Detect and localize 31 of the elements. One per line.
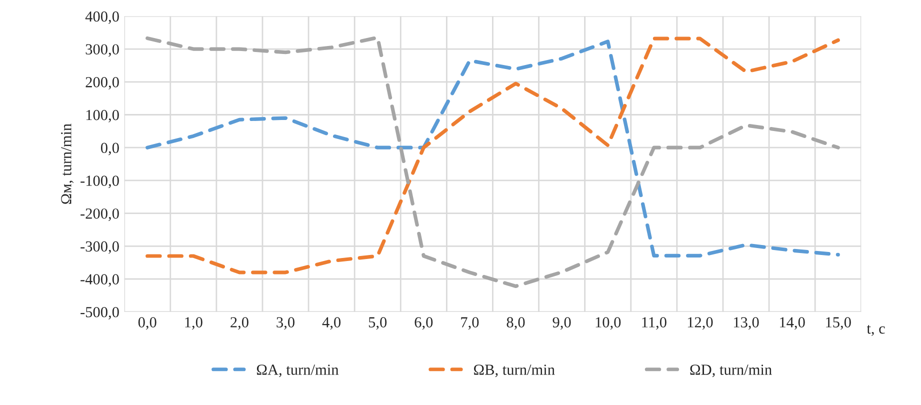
x-tick-label: 10,0 <box>596 317 621 330</box>
x-tick-label: 11,0 <box>642 317 666 330</box>
y-tick-label: -400,0 <box>80 274 119 287</box>
legend-label: ΩD, turn/min <box>690 364 772 378</box>
y-tick-label: -100,0 <box>80 176 119 188</box>
y-tick-label: 200,0 <box>86 77 119 90</box>
y-tick-label: -500,0 <box>80 306 119 320</box>
x-tick-label: 2,0 <box>230 317 248 330</box>
x-tick-label: 9,0 <box>552 317 571 330</box>
y-tick-label: -200,0 <box>80 208 119 221</box>
x-tick-label: 12,0 <box>688 317 713 330</box>
x-tick-label: 6,0 <box>414 317 433 330</box>
y-tick-label: 0,0 <box>100 142 119 156</box>
x-tick-label: 3,0 <box>276 317 294 330</box>
x-tick-label: 8,0 <box>506 317 525 330</box>
y-tick-label: 400,0 <box>85 11 119 24</box>
x-tick-label: 14,0 <box>780 317 805 330</box>
x-axis-title: t, c <box>866 324 885 336</box>
y-tick-label: 100,0 <box>86 110 119 122</box>
x-tick-label: 4,0 <box>322 317 341 330</box>
y-axis-title: Ωм, turn/min <box>61 124 74 204</box>
legend-label: ΩB, turn/min <box>474 364 555 378</box>
x-tick-label: 1,0 <box>185 317 202 330</box>
x-tick-label: 7,0 <box>461 317 479 330</box>
x-tick-label: 0,0 <box>138 317 156 330</box>
x-tick-label: 13,0 <box>734 317 759 330</box>
y-tick-label: -300,0 <box>80 241 119 254</box>
x-tick-label: 15,0 <box>826 317 851 330</box>
y-tick-label: 300,0 <box>86 44 119 57</box>
x-tick-label: 5,0 <box>368 317 387 330</box>
legend-label: ΩA, turn/min <box>256 364 339 378</box>
